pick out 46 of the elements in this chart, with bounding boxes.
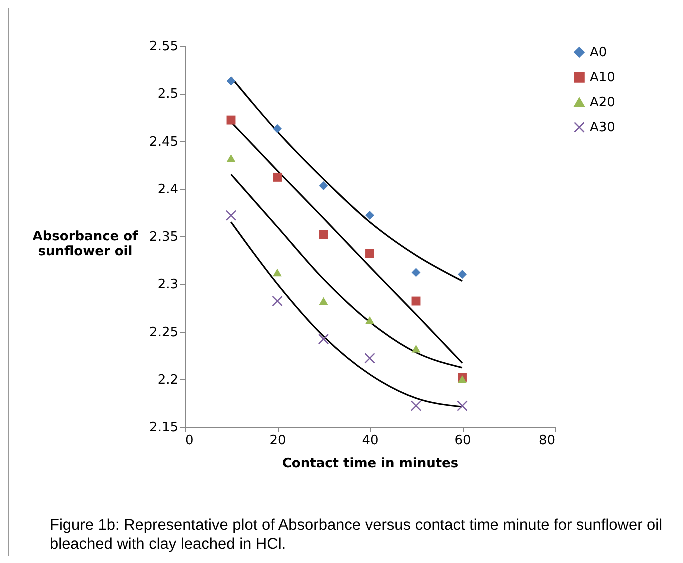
point [226,210,237,221]
y-tick-label: 2.3 [158,278,178,293]
y-tick-label: 2.55 [150,40,178,54]
point [458,270,467,280]
point [410,400,422,412]
caption: Figure 1b: Representative plot of Absorbance versus contact time minute for sunflower oil bleached with clay leached in HCl. [50,516,664,554]
point [319,182,328,190]
point [318,334,330,345]
y-tick-label: 2.5 [158,87,178,102]
line-series [230,174,464,369]
x-tick-label: 80 [538,434,556,448]
point [273,172,282,182]
point [412,296,421,306]
legend-label: A10 [590,70,616,86]
x-tick-label: 20 [270,434,286,448]
legend-label: A30 [590,120,616,136]
y-tick-label: 2.2 [158,372,178,388]
y-axis-title: Absorbance of sunflower oil [32,230,139,260]
point [364,353,376,364]
point [226,154,236,162]
line-series [230,221,464,408]
x-tick-label: 40 [362,434,379,448]
y-tick-label: 2.35 [150,230,178,245]
point [457,400,468,412]
point [273,268,282,277]
y-tick-label: 2.15 [150,420,178,436]
point [226,116,236,125]
point [226,76,236,86]
point [319,230,328,240]
y-tick-label: 2.25 [150,325,178,340]
x-tick-label: 0 [186,434,194,448]
point [366,211,374,220]
point [458,376,467,384]
point [273,124,282,134]
point [412,345,421,353]
legend-label: A0 [590,46,608,60]
x-tick-label: 60 [454,434,472,448]
point [366,316,374,324]
x-axis-title: Contact time in minutes [282,456,459,472]
y-tick-label: 2.45 [150,134,178,150]
legend-label: A20 [590,96,616,110]
point [319,297,328,306]
point [272,296,283,307]
point [366,249,374,258]
y-tick-label: 2.4 [158,182,178,198]
point [412,268,421,278]
